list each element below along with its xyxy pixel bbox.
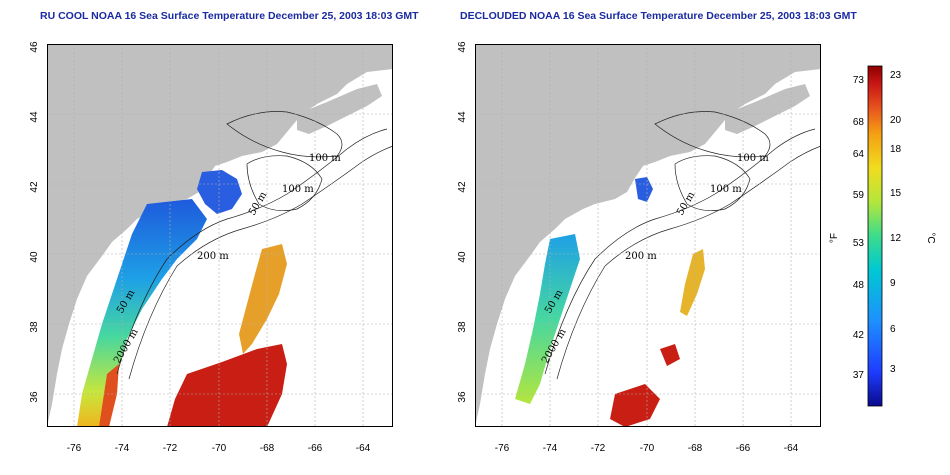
contour-label: 100 m	[309, 153, 341, 164]
fahrenheit-tick-label: 59	[853, 190, 865, 201]
y-tick-label: 44	[29, 111, 40, 123]
contour-label: 200 m	[625, 251, 657, 262]
celsius-tick-label: 23	[890, 70, 902, 81]
x-tick-label: -70	[212, 443, 227, 454]
x-tick-label: -66	[308, 443, 323, 454]
contour-label: 100 m	[737, 153, 769, 164]
fahrenheit-tick-label: 64	[853, 149, 865, 160]
fahrenheit-tick-label: 37	[853, 370, 865, 381]
y-tick-label: 36	[457, 391, 468, 403]
fahrenheit-tick-label: 73	[853, 75, 865, 86]
fahrenheit-axis-label: °F	[829, 233, 840, 243]
map-title-left: RU COOL NOAA 16 Sea Surface Temperature …	[40, 10, 419, 22]
contour-label: 200 m	[197, 251, 229, 262]
map-title-right: DECLOUDED NOAA 16 Sea Surface Temperatur…	[460, 10, 857, 22]
land-peninsula	[725, 84, 810, 134]
celsius-tick-label: 12	[890, 233, 902, 244]
sst-warm-streak	[99, 364, 119, 427]
x-tick-label: -74	[543, 443, 558, 454]
x-tick-label: -66	[736, 443, 751, 454]
y-tick-label: 38	[457, 321, 468, 333]
land-peninsula	[297, 84, 382, 134]
y-tick-label: 36	[29, 391, 40, 403]
y-tick-label: 38	[29, 321, 40, 333]
x-tick-label: -68	[688, 443, 703, 454]
y-tick-label: 46	[457, 41, 468, 53]
fahrenheit-tick-label: 42	[853, 330, 865, 341]
x-tick-label: -70	[640, 443, 655, 454]
sst-gulf-stream	[167, 344, 287, 427]
sst-map-right: 100 m 100 m 50 m 200 m 50 m 2000 m	[475, 44, 821, 427]
land-mass	[47, 44, 393, 427]
celsius-tick-label: 18	[890, 144, 902, 155]
colorbar-gradient	[867, 65, 883, 407]
land-mass	[475, 44, 821, 427]
fahrenheit-tick-label: 48	[853, 280, 865, 291]
x-tick-label: -72	[591, 443, 606, 454]
bathymetry-contours	[116, 111, 393, 380]
x-tick-label: -74	[115, 443, 130, 454]
sst-gulf-of-maine	[635, 177, 653, 202]
celsius-tick-label: 6	[890, 324, 896, 335]
celsius-axis-label: °C	[925, 232, 936, 243]
celsius-tick-label: 15	[890, 188, 902, 199]
celsius-tick-label: 3	[890, 364, 896, 375]
sst-shelf-water	[77, 199, 207, 427]
contour-label: 100 m	[282, 184, 314, 195]
sst-slope-patch	[239, 244, 287, 354]
y-tick-label: 42	[29, 181, 40, 193]
x-tick-label: -72	[163, 443, 178, 454]
y-tick-label: 42	[457, 181, 468, 193]
celsius-tick-label: 20	[890, 115, 902, 126]
sst-eddy	[660, 344, 680, 366]
y-tick-label: 40	[29, 251, 40, 263]
y-tick-label: 46	[29, 41, 40, 53]
sst-map-left: 100 m 100 m 50 m 200 m 50 m 2000 m	[47, 44, 393, 427]
x-tick-label: -64	[356, 443, 371, 454]
y-tick-label: 40	[457, 251, 468, 263]
grid-lines	[47, 44, 393, 427]
x-tick-label: -76	[495, 443, 510, 454]
sst-gulf-stream	[610, 384, 660, 427]
x-tick-label: -64	[784, 443, 799, 454]
x-tick-label: -68	[260, 443, 275, 454]
sst-slope-patch	[680, 249, 705, 316]
bathymetry-contours	[544, 111, 821, 380]
temperature-colorbar: °F °C 73 68 64 59 53 48 42 37 23 20 18 15 12 9 6 3	[829, 65, 936, 407]
fahrenheit-tick-label: 68	[853, 117, 865, 128]
sst-shelf-water	[515, 234, 580, 404]
map-frame	[475, 44, 821, 427]
y-tick-label: 44	[457, 111, 468, 123]
grid-lines	[475, 44, 821, 427]
celsius-tick-label: 9	[890, 278, 896, 289]
contour-label: 100 m	[710, 184, 742, 195]
x-tick-label: -76	[67, 443, 82, 454]
sst-gulf-of-maine	[197, 170, 242, 214]
map-frame	[47, 44, 393, 427]
fahrenheit-tick-label: 53	[853, 238, 865, 249]
